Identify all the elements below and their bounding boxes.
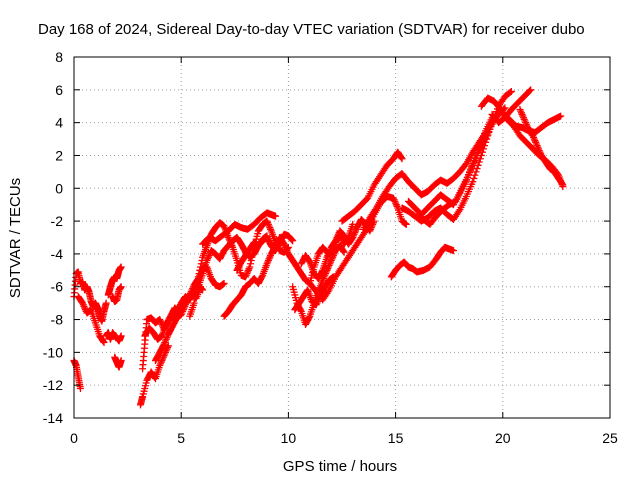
data-point-markers — [102, 329, 125, 345]
x-tick-label: 15 — [388, 430, 404, 446]
x-tick-label: 5 — [177, 430, 185, 446]
y-tick-label: -12 — [43, 377, 63, 393]
y-tick-label: 4 — [55, 115, 63, 131]
x-tick-label: 20 — [495, 430, 511, 446]
data-series — [338, 148, 406, 225]
chart-title: Day 168 of 2024, Sidereal Day-to-day VTE… — [38, 21, 585, 38]
data-series — [387, 243, 457, 281]
data-series — [74, 293, 108, 347]
data-point-markers — [199, 209, 280, 248]
data-point-markers — [104, 263, 125, 299]
data-series — [136, 342, 172, 409]
data-series — [111, 353, 125, 371]
y-tick-label: 8 — [55, 49, 63, 65]
y-tick-label: -8 — [51, 312, 64, 328]
x-axis-title: GPS time / hours — [283, 458, 397, 475]
tick-layer — [73, 56, 611, 419]
y-tick-label: -14 — [43, 410, 63, 426]
data-series — [104, 263, 125, 299]
y-tick-label: 6 — [55, 82, 63, 98]
data-point-markers — [136, 342, 172, 409]
data-point-markers — [111, 353, 125, 371]
x-tick-label: 25 — [602, 430, 618, 446]
data-point-markers — [338, 148, 406, 225]
data-point-markers — [74, 293, 108, 347]
y-tick-label: 2 — [55, 147, 63, 163]
plot-frame — [73, 56, 611, 419]
data-point-markers — [109, 283, 125, 305]
data-series — [109, 283, 125, 305]
data-point-markers — [387, 243, 457, 281]
data-series — [102, 329, 125, 345]
data-layer — [70, 86, 567, 409]
y-tick-label: -4 — [51, 246, 64, 262]
y-tick-label: -6 — [51, 279, 64, 295]
data-point-markers — [413, 106, 505, 228]
data-series — [199, 209, 280, 248]
x-tick-label: 0 — [70, 430, 78, 446]
y-axis-title: SDTVAR / TECUs — [7, 178, 24, 298]
label-layer: 0 5 10 15 20 25 -14 -12 -10 -8 -6 -4 -2 0 2 4 6 8 — [43, 49, 618, 446]
y-tick-label: -2 — [51, 213, 64, 229]
data-series — [413, 106, 505, 228]
y-tick-label: 0 — [55, 180, 63, 196]
x-tick-label: 10 — [281, 430, 297, 446]
data-series — [516, 106, 567, 189]
y-tick-label: -10 — [43, 344, 63, 360]
data-point-markers — [516, 106, 567, 189]
